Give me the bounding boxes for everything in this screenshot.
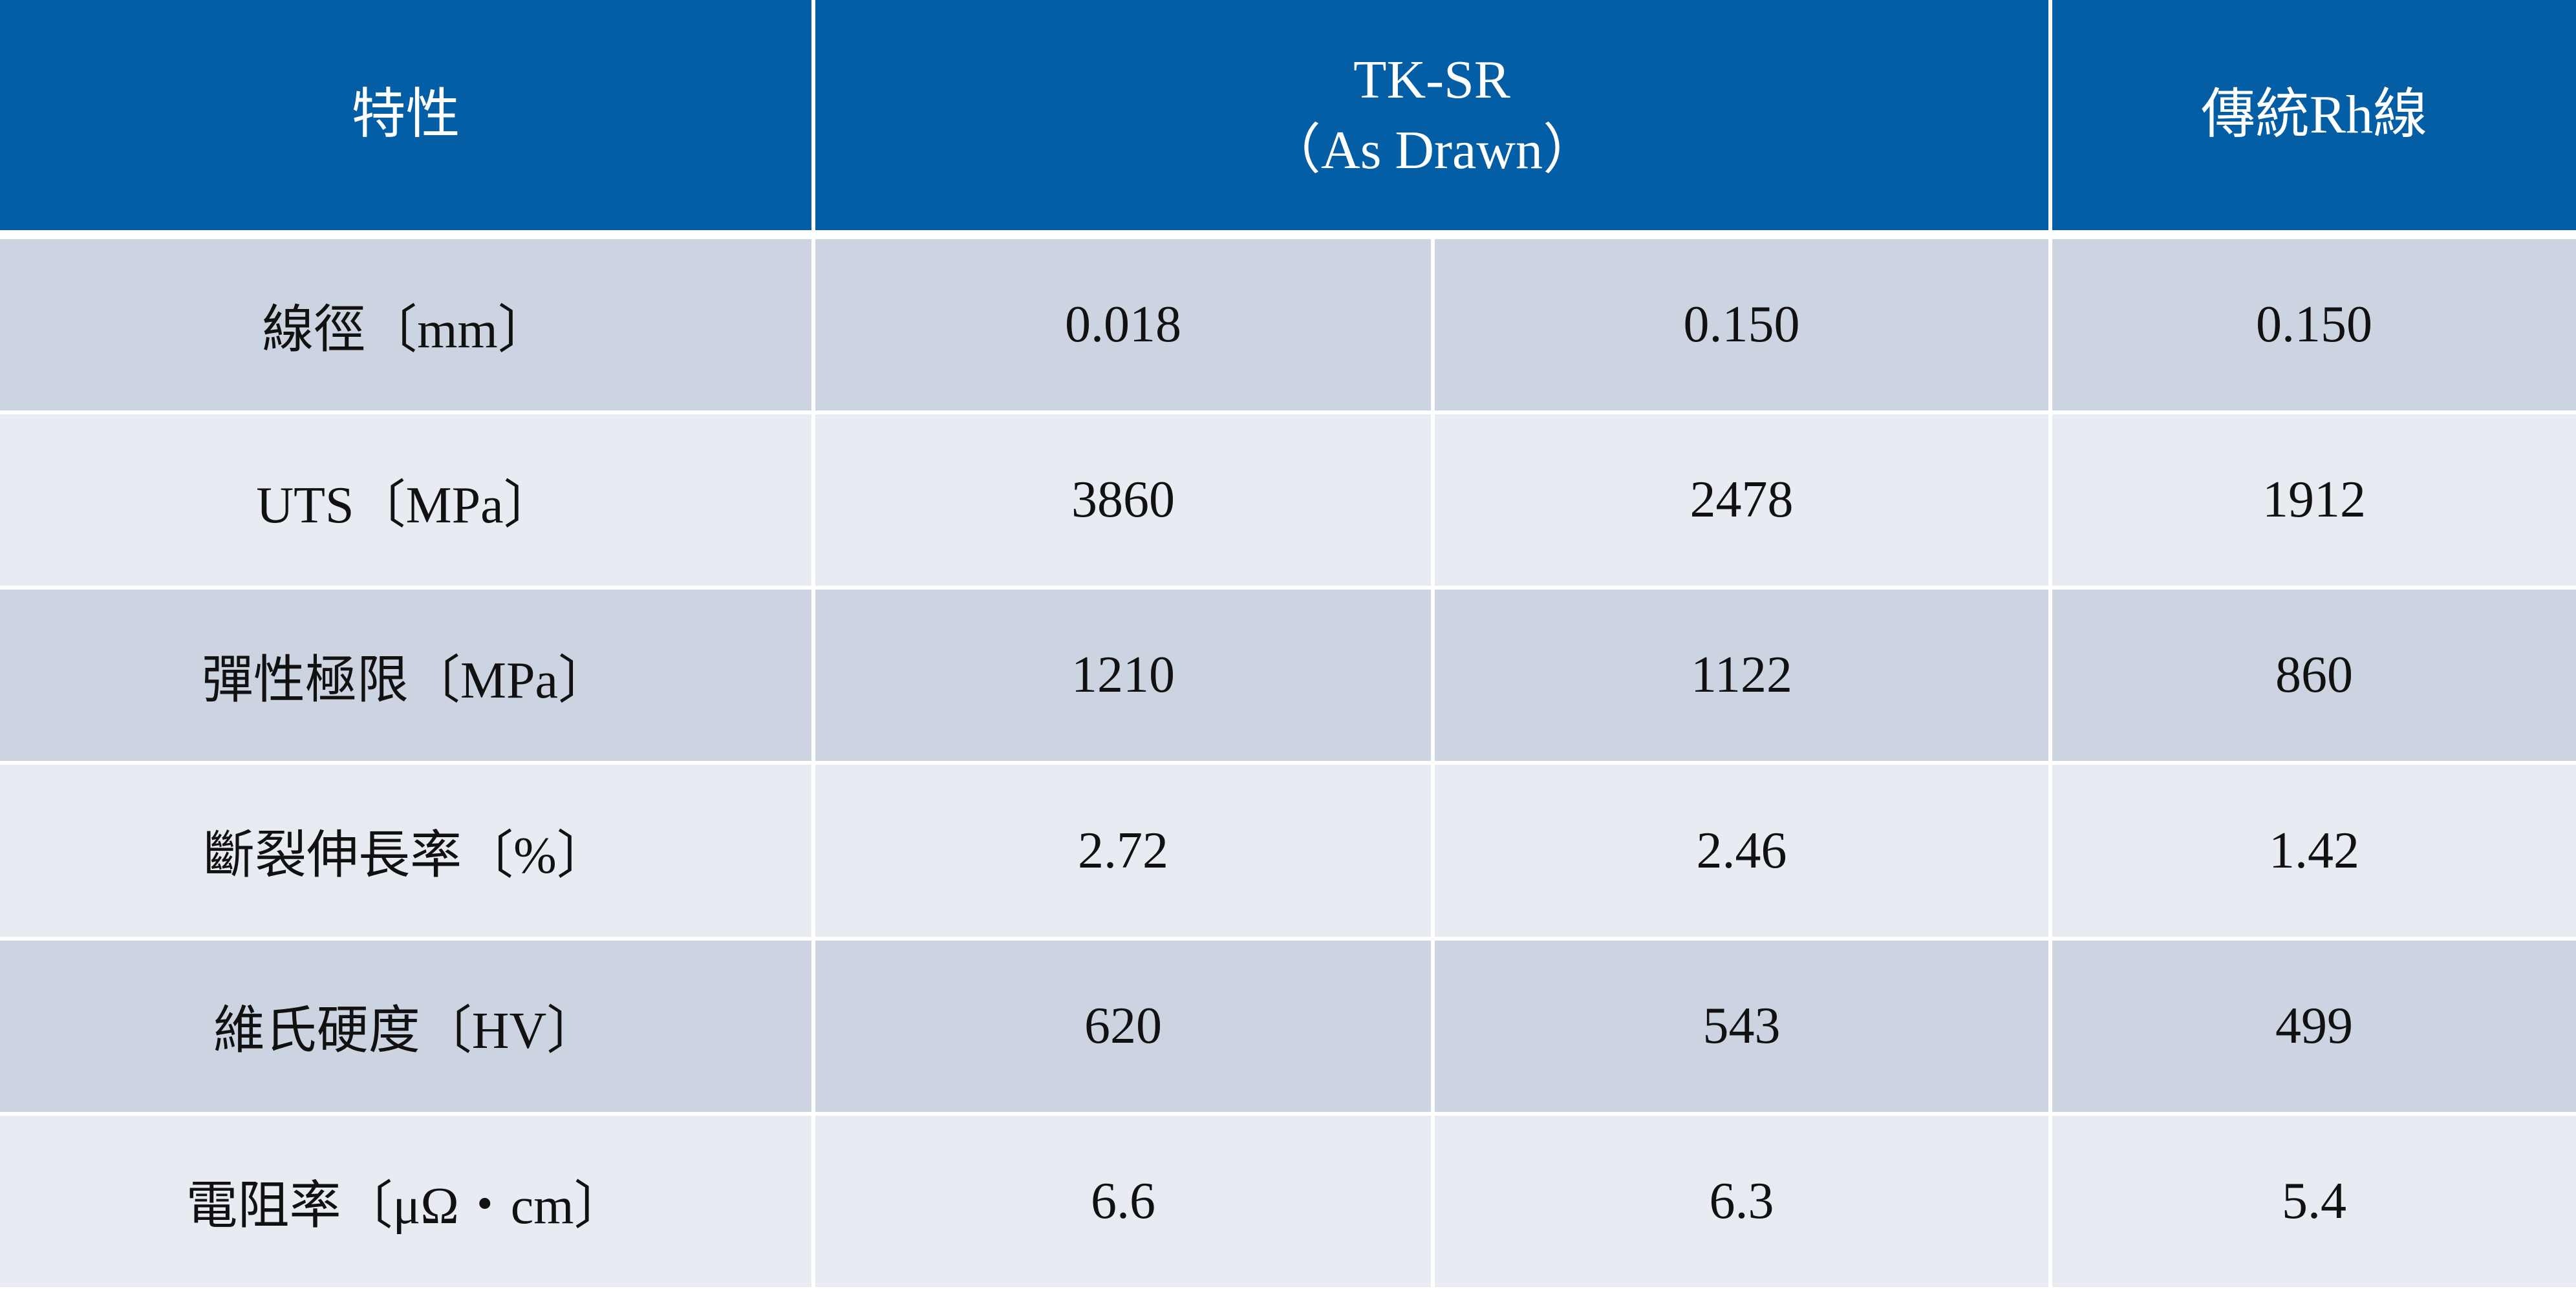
header-cell: 傳統Rh線 — [2048, 0, 2576, 239]
table-row: UTS〔MPa〕 3860 2478 1912 — [0, 411, 2576, 590]
value-cell: 0.150 — [2048, 232, 2576, 415]
header-cell: 特性 — [0, 0, 815, 239]
value-cell: 6.3 — [1431, 1111, 2052, 1291]
row-label: 線徑〔mm〕 — [0, 232, 815, 415]
value-cell: 3860 — [811, 411, 1435, 590]
value-cell: 2.46 — [1431, 761, 2052, 941]
value-cell: 1210 — [811, 586, 1435, 765]
value-cell: 499 — [2048, 936, 2576, 1116]
row-label: 維氏硬度〔HV〕 — [0, 936, 815, 1116]
row-label: 電阻率〔μΩ・cm〕 — [0, 1111, 815, 1291]
header-text: TK-SR — [1353, 49, 1510, 110]
value-cell: 1.42 — [2048, 761, 2576, 941]
value-cell: 620 — [811, 936, 1435, 1116]
table-row: 彈性極限〔MPa〕 1210 1122 860 — [0, 586, 2576, 765]
table-row: 線徑〔mm〕 0.018 0.150 0.150 — [0, 232, 2576, 415]
value-cell: 2.72 — [811, 761, 1435, 941]
table-row: 維氏硬度〔HV〕 620 543 499 — [0, 936, 2576, 1116]
row-label: 斷裂伸長率〔%〕 — [0, 761, 815, 941]
table-row: 斷裂伸長率〔%〕 2.72 2.46 1.42 — [0, 761, 2576, 941]
value-cell: 0.018 — [811, 232, 1435, 415]
value-cell: 2478 — [1431, 411, 2052, 590]
table-row: 電阻率〔μΩ・cm〕 6.6 6.3 5.4 — [0, 1111, 2576, 1291]
value-cell: 1122 — [1431, 586, 2052, 765]
value-cell: 5.4 — [2048, 1111, 2576, 1291]
value-cell: 1912 — [2048, 411, 2576, 590]
value-cell: 0.150 — [1431, 232, 2052, 415]
table-body: 線徑〔mm〕 0.018 0.150 0.150 UTS〔MPa〕 3860 2478 191… — [0, 232, 2576, 1291]
header-row: 特性 TK-SR （As Drawn） 傳統Rh線 — [0, 0, 2576, 239]
value-cell: 543 — [1431, 936, 2052, 1116]
value-cell: 860 — [2048, 586, 2576, 765]
value-cell: 6.6 — [811, 1111, 1435, 1291]
header-cell: TK-SR （As Drawn） — [811, 0, 2052, 239]
header-note: （As Drawn） — [1267, 120, 1597, 180]
row-label: 彈性極限〔MPa〕 — [0, 586, 815, 765]
row-label: UTS〔MPa〕 — [0, 411, 815, 590]
